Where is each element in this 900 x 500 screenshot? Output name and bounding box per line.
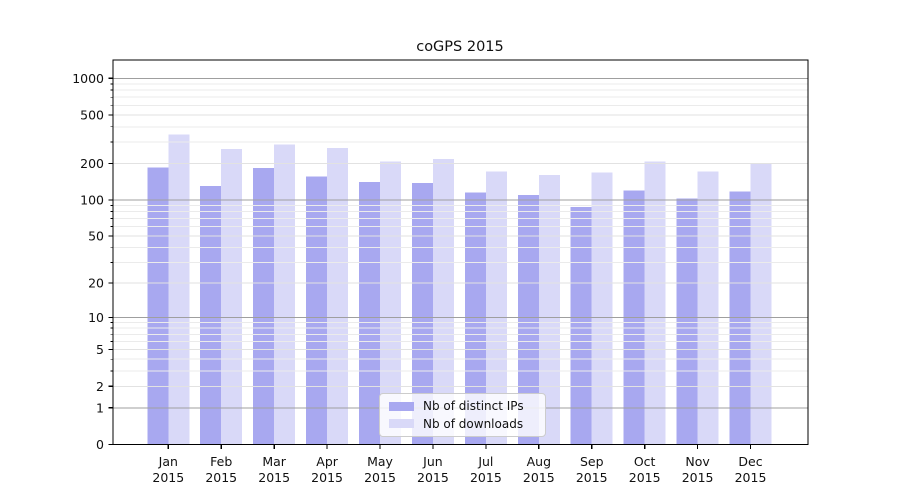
bar-distinct-ips	[359, 182, 381, 445]
bar-downloads	[644, 161, 666, 445]
bar-distinct-ips	[306, 176, 328, 445]
bar-downloads	[380, 161, 402, 445]
x-tick-label: Apr 2015	[311, 454, 343, 485]
y-tick-label: 1	[96, 400, 104, 415]
bar-downloads	[432, 159, 454, 445]
bar-downloads	[591, 172, 613, 445]
y-tick-label: 10	[88, 310, 104, 325]
x-tick-label: May 2015	[364, 454, 396, 485]
x-tick-label: Jan 2015	[152, 454, 184, 485]
bar-downloads	[327, 147, 349, 445]
bar-downloads	[485, 171, 507, 445]
y-tick-label: 20	[88, 276, 104, 291]
bar-distinct-ips	[676, 198, 698, 445]
bar-downloads	[168, 134, 190, 445]
y-tick-label: 500	[80, 107, 104, 122]
bar-distinct-ips	[729, 191, 751, 445]
x-tick-label: Dec 2015	[735, 454, 767, 485]
bar-distinct-ips	[411, 182, 433, 445]
x-tick-label: Feb 2015	[205, 454, 237, 485]
chart-title: coGPS 2015	[416, 39, 504, 55]
bar-distinct-ips	[570, 207, 592, 445]
bar-downloads	[697, 171, 719, 445]
x-tick-label: Mar 2015	[258, 454, 290, 485]
legend-swatch-downloads	[389, 419, 414, 429]
y-tick-label: 100	[80, 192, 104, 207]
x-tick-label: Jul 2015	[470, 454, 502, 485]
bar-distinct-ips	[200, 186, 222, 445]
y-tick-label: 2	[96, 379, 104, 394]
x-tick-label: Oct 2015	[629, 454, 661, 485]
x-tick-label: Sep 2015	[576, 454, 608, 485]
legend-swatch-distinct-ips	[389, 401, 414, 411]
bar-downloads	[750, 163, 772, 445]
plot-frame	[112, 59, 809, 446]
bar-downloads	[221, 149, 243, 445]
y-tick-label: 0	[96, 437, 104, 452]
y-tick-label: 200	[80, 156, 104, 171]
legend-item-distinct-ips: Nb of distinct IPs	[389, 398, 536, 415]
x-tick-label: Aug 2015	[523, 454, 555, 485]
legend-label-distinct-ips: Nb of distinct IPs	[423, 399, 524, 414]
grid-layer	[113, 77, 808, 409]
legend-label-downloads: Nb of downloads	[423, 416, 524, 431]
y-tick-label: 50	[88, 229, 104, 244]
y-tick-label: 1000	[72, 71, 104, 86]
y-tick-label: 5	[96, 342, 104, 357]
x-tick-label: Jun 2015	[417, 454, 449, 485]
bar-downloads	[538, 174, 560, 445]
bar-distinct-ips	[147, 167, 169, 445]
bar-downloads	[274, 144, 296, 445]
bar-distinct-ips	[253, 167, 275, 445]
bar-distinct-ips	[517, 194, 539, 445]
axes-layer: 0 1 2 5 10 20 50 100 200 500 1000 Jan 2015 Feb 2015 Mar…	[72, 59, 809, 485]
x-tick-label: Nov 2015	[682, 454, 714, 485]
legend: Nb of distinct IPs Nb of downloads	[379, 393, 546, 437]
bar-distinct-ips	[464, 192, 486, 445]
legend-item-downloads: Nb of downloads	[389, 416, 536, 433]
